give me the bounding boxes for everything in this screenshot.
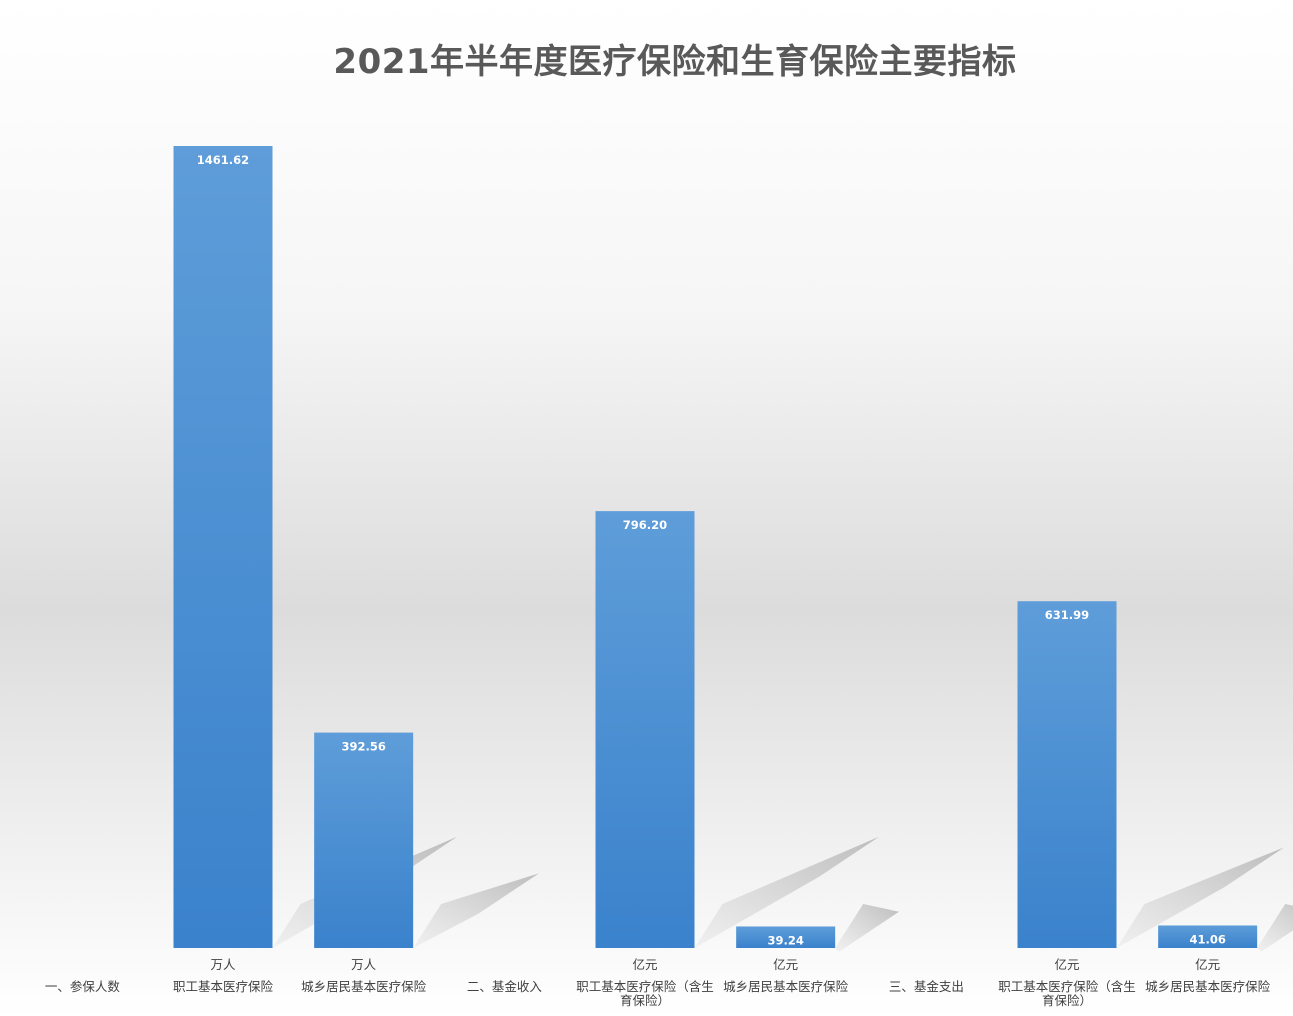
unit-label: 亿元 <box>1054 957 1079 972</box>
data-label: 631.99 <box>1045 608 1089 622</box>
bar <box>736 926 836 948</box>
chart-title: 2021年半年度医疗保险和生育保险主要指标 <box>333 42 1017 82</box>
unit-label: 亿元 <box>632 957 657 972</box>
bar-shadow <box>694 836 880 948</box>
data-label: 1461.62 <box>197 153 249 167</box>
category-label: 职工基本医疗保险（含生 <box>576 979 714 994</box>
unit-label: 亿元 <box>1195 957 1220 972</box>
bar <box>173 146 273 948</box>
category-label: 职工基本医疗保险（含生 <box>998 979 1136 994</box>
unit-label: 亿元 <box>773 957 798 972</box>
category-label: 城乡居民基本医疗保险 <box>723 979 849 994</box>
unit-label: 万人 <box>351 957 377 972</box>
category-label: 育保险） <box>620 993 670 1008</box>
category-label: 三、基金支出 <box>889 979 964 994</box>
category-label: 职工基本医疗保险 <box>173 979 274 994</box>
bars: 1461.62 392.56 796.20 39.24 631.99 41.06 <box>173 146 1258 948</box>
category-label: 一、参保人数 <box>45 979 121 994</box>
data-label: 39.24 <box>767 933 803 947</box>
bar <box>1158 925 1258 948</box>
bar-shadow <box>835 904 900 952</box>
bar-shadow <box>1116 847 1285 948</box>
unit-label: 万人 <box>210 957 236 972</box>
category-label: 城乡居民基本医疗保险 <box>301 979 427 994</box>
data-label: 41.06 <box>1189 932 1225 946</box>
bar <box>595 511 695 948</box>
bar <box>314 732 414 948</box>
category-label: 育保险） <box>1042 993 1092 1008</box>
data-label: 796.20 <box>623 518 667 532</box>
bar-shadow <box>1257 904 1293 952</box>
category-label: 二、基金收入 <box>467 979 543 994</box>
bar-shadow <box>413 873 539 948</box>
bar <box>1017 601 1117 948</box>
category-label: 城乡居民基本医疗保险 <box>1145 979 1271 994</box>
data-label: 392.56 <box>341 740 385 754</box>
